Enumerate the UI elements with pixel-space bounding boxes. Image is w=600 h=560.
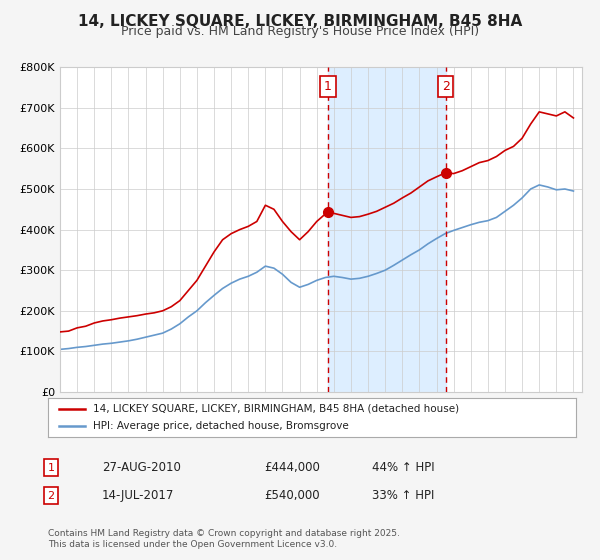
Text: Price paid vs. HM Land Registry's House Price Index (HPI): Price paid vs. HM Land Registry's House … xyxy=(121,25,479,38)
Text: Contains HM Land Registry data © Crown copyright and database right 2025.
This d: Contains HM Land Registry data © Crown c… xyxy=(48,529,400,549)
Text: £444,000: £444,000 xyxy=(264,461,320,474)
Text: 1: 1 xyxy=(47,463,55,473)
Text: 44% ↑ HPI: 44% ↑ HPI xyxy=(372,461,434,474)
Text: 2: 2 xyxy=(442,80,449,93)
Text: 14, LICKEY SQUARE, LICKEY, BIRMINGHAM, B45 8HA: 14, LICKEY SQUARE, LICKEY, BIRMINGHAM, B… xyxy=(78,14,522,29)
Text: 2: 2 xyxy=(47,491,55,501)
Text: £540,000: £540,000 xyxy=(264,489,320,502)
Bar xyxy=(328,67,446,392)
Text: HPI: Average price, detached house, Bromsgrove: HPI: Average price, detached house, Brom… xyxy=(93,421,349,431)
Text: 14, LICKEY SQUARE, LICKEY, BIRMINGHAM, B45 8HA (detached house): 14, LICKEY SQUARE, LICKEY, BIRMINGHAM, B… xyxy=(93,404,459,414)
Text: 1: 1 xyxy=(324,80,332,93)
Text: 33% ↑ HPI: 33% ↑ HPI xyxy=(372,489,434,502)
Text: 27-AUG-2010: 27-AUG-2010 xyxy=(102,461,181,474)
Text: 14-JUL-2017: 14-JUL-2017 xyxy=(102,489,175,502)
